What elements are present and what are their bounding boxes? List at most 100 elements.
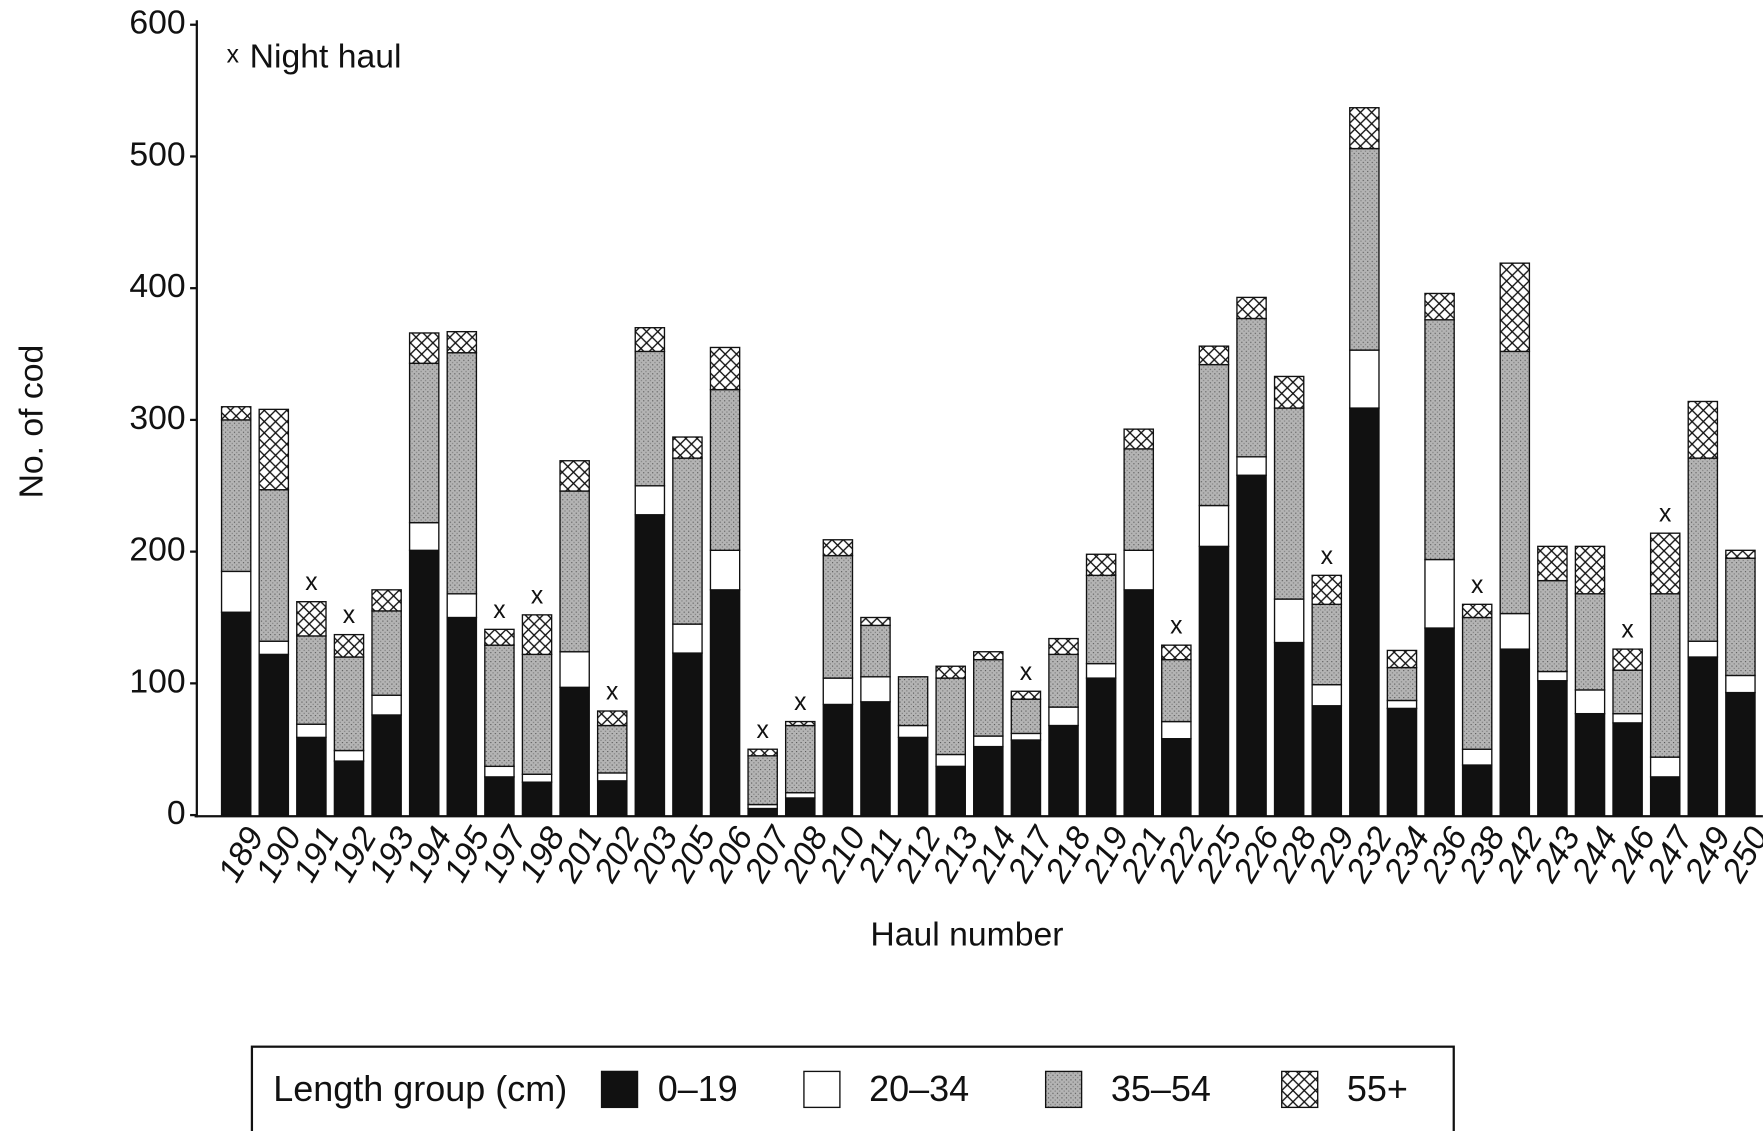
- bar-segment: [1612, 648, 1643, 671]
- bar-segment: [258, 640, 290, 656]
- bar-segment: [1123, 448, 1155, 551]
- bar-segment: [784, 792, 816, 799]
- legend-swatch: [600, 1070, 639, 1109]
- y-tick-label: 400: [129, 267, 185, 305]
- bar-segment: [1349, 107, 1380, 150]
- bar-segment: [1499, 648, 1531, 816]
- annotation: Night haul: [250, 37, 402, 75]
- bar-segment: [521, 653, 553, 775]
- bar-segment: [1085, 662, 1117, 679]
- bar-segment: [672, 652, 703, 816]
- bar-segment: [521, 614, 553, 656]
- bar-segment: [408, 362, 440, 524]
- bar-segment: [784, 797, 816, 816]
- bar-segment: [1649, 776, 1681, 816]
- bar-segment: [634, 514, 666, 816]
- bar-segment: [1349, 349, 1380, 409]
- night-marker: x: [343, 602, 356, 629]
- bar-segment: [1085, 553, 1117, 577]
- bar-segment: [1537, 670, 1568, 682]
- bar-segment: [1574, 712, 1606, 816]
- bar-segment: [1349, 147, 1380, 351]
- bar-segment: [446, 616, 478, 816]
- night-marker: x: [1321, 543, 1334, 570]
- bar-segment: [935, 677, 966, 756]
- bar-segment: [973, 745, 1004, 816]
- bar-segment: [1461, 616, 1493, 750]
- night-marker: x: [305, 569, 318, 596]
- bar-segment: [258, 489, 290, 642]
- bar-segment: [1311, 705, 1343, 816]
- bar-segment: [1424, 627, 1455, 816]
- bar-segment: [1499, 612, 1531, 650]
- bar-segment: [935, 665, 966, 679]
- bar-segment: [220, 406, 252, 421]
- y-axis-label: No. of cod: [13, 345, 51, 499]
- bar-segment: [1161, 644, 1192, 661]
- bar-segment: [1725, 557, 1756, 677]
- bar-segment: [484, 776, 515, 816]
- legend-title: Length group (cm): [273, 1068, 567, 1109]
- bar-segment: [1386, 666, 1418, 702]
- bar-segment: [258, 408, 290, 491]
- bar-segment: [371, 589, 402, 612]
- x-axis-label: Haul number: [870, 915, 1063, 953]
- night-marker: x: [531, 582, 544, 609]
- bar-segment: [1687, 656, 1719, 816]
- legend-swatch: [1281, 1070, 1319, 1109]
- night-marker: x: [794, 689, 807, 716]
- bar-segment: [860, 701, 891, 816]
- bar-segment: [1725, 674, 1756, 694]
- bar-segment: [1010, 732, 1042, 741]
- bar-segment: [973, 658, 1004, 737]
- bar-segment: [1499, 262, 1531, 353]
- bar-segment: [1537, 579, 1568, 673]
- bar-segment: [596, 710, 628, 727]
- bar-segment: [784, 724, 816, 794]
- bar-segment: [333, 633, 365, 658]
- bar-segment: [446, 352, 478, 595]
- bar-segment: [1273, 598, 1305, 644]
- bar-segment: [1574, 689, 1606, 715]
- bar-segment: [1198, 504, 1230, 548]
- bar-segment: [1085, 677, 1117, 816]
- bar-segment: [1424, 292, 1455, 321]
- bar-segment: [559, 490, 590, 653]
- bar-segment: [897, 676, 929, 727]
- bar-segment: [484, 765, 515, 778]
- night-marker: x: [606, 679, 619, 706]
- bar-segment: [1236, 456, 1267, 476]
- bar-segment: [860, 616, 891, 627]
- bar-segment: [935, 753, 966, 768]
- bar-segment: [1386, 699, 1418, 710]
- bar-segment: [1649, 756, 1681, 778]
- bar-segment: [296, 635, 327, 725]
- bar-segment: [220, 570, 252, 613]
- legend-swatch: [803, 1070, 841, 1109]
- night-marker: x: [1170, 613, 1183, 640]
- bar-segment: [1612, 712, 1643, 724]
- bar-segment: [596, 724, 628, 774]
- bar-segment: [484, 628, 515, 646]
- bar-segment: [1537, 545, 1568, 582]
- bar-segment: [1725, 691, 1756, 816]
- bar-segment: [220, 611, 252, 816]
- legend-box: [250, 1045, 1455, 1136]
- night-marker: x: [1471, 572, 1484, 599]
- bar-segment: [371, 610, 402, 696]
- bar-segment: [973, 651, 1004, 661]
- bar-segment: [973, 735, 1004, 748]
- bar-segment: [784, 720, 816, 727]
- bar-segment: [1649, 593, 1681, 758]
- bar-segment: [559, 686, 590, 816]
- bar-segment: [296, 736, 327, 816]
- bar-segment: [1424, 558, 1455, 629]
- bar-segment: [709, 388, 741, 551]
- y-tick-label: 100: [129, 662, 185, 700]
- bar-segment: [1424, 319, 1455, 561]
- bar-segment: [1349, 407, 1380, 816]
- bar-segment: [1123, 589, 1155, 816]
- bar-segment: [860, 624, 891, 678]
- bar-segment: [1311, 603, 1343, 686]
- bar-segment: [446, 330, 478, 354]
